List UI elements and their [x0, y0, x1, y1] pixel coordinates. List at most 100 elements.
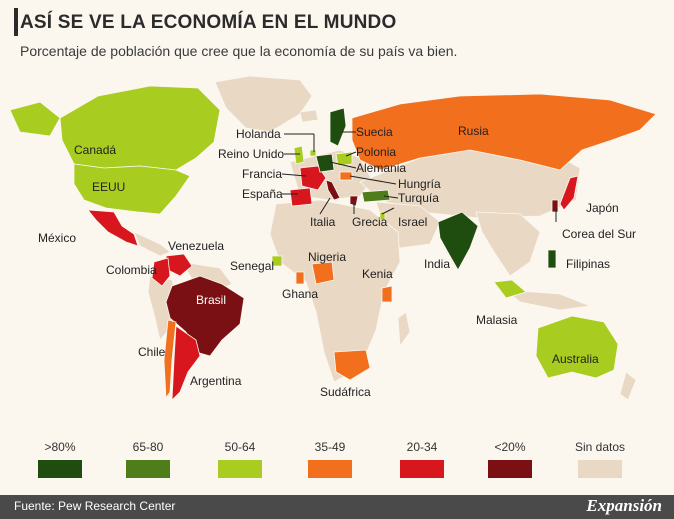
region-colombia[interactable] [151, 257, 171, 287]
legend-item-65-80: 65-80 [118, 440, 178, 478]
label-venezuela: Venezuela [168, 239, 224, 253]
region-eeuu[interactable] [73, 163, 191, 215]
region-espana[interactable] [289, 187, 313, 207]
leader-hungria [349, 175, 397, 185]
region-canada[interactable] [59, 85, 221, 171]
label-holanda: Holanda [236, 127, 281, 141]
region-israel[interactable] [379, 211, 386, 221]
region-rusia[interactable] [351, 93, 657, 171]
label-turquia: Turquía [398, 191, 439, 205]
label-reino-unido: Reino Unido [218, 147, 284, 161]
label-israel: Israel [398, 215, 427, 229]
legend-label-65-80: 65-80 [132, 440, 164, 454]
region-hungria[interactable] [339, 171, 353, 181]
label-corea-del-sur: Corea del Sur [562, 227, 636, 241]
region-nigeria[interactable] [311, 261, 335, 285]
country-regions [9, 85, 657, 402]
label-suecia: Suecia [356, 125, 393, 139]
label-canada: Canadá [74, 143, 116, 157]
label-brasil: Brasil [196, 293, 226, 307]
label-francia: Francia [242, 167, 282, 181]
world-map: Canadá EEUU México Venezuela Colombia Br… [9, 75, 657, 402]
indonesia-land [504, 289, 592, 311]
region-india[interactable] [437, 211, 479, 271]
legend-item-lt20: <20% [480, 440, 540, 478]
region-brasil[interactable] [165, 275, 245, 357]
footer-bar: Fuente: Pew Research Center Expansión [0, 495, 674, 519]
label-grecia: Grecia [352, 215, 388, 229]
label-japon: Japón [586, 201, 619, 215]
label-colombia: Colombia [106, 263, 157, 277]
region-turquia[interactable] [361, 189, 391, 203]
legend-swatch-65-80 [126, 460, 170, 478]
leader-alemania [329, 161, 357, 169]
legend-item-gt80: >80% [30, 440, 90, 478]
legend-item-sin-datos: Sin datos [570, 440, 630, 478]
region-corea-del-sur[interactable] [551, 199, 559, 213]
leader-turquia [383, 195, 399, 199]
region-alaska[interactable] [9, 101, 61, 137]
region-ghana[interactable] [295, 271, 305, 285]
label-rusia: Rusia [458, 124, 489, 138]
region-reino-unido[interactable] [293, 145, 305, 165]
legend-item-35-49: 35-49 [300, 440, 360, 478]
label-filipinas: Filipinas [566, 257, 610, 271]
legend-swatch-lt20 [488, 460, 532, 478]
legend-swatch-20-34 [400, 460, 444, 478]
madagascar-land [397, 311, 411, 348]
region-francia[interactable] [299, 165, 327, 191]
label-eeuu: EEUU [92, 180, 125, 194]
legend-swatch-sin-datos [578, 460, 622, 478]
label-hungria: Hungría [398, 177, 441, 191]
leader-israel [381, 207, 395, 215]
region-chile[interactable] [163, 319, 177, 400]
region-senegal[interactable] [271, 255, 283, 267]
source-note: Fuente: Pew Research Center [14, 499, 176, 513]
country-labels: Canadá EEUU México Venezuela Colombia Br… [38, 124, 636, 399]
label-australia: Australia [552, 352, 599, 366]
region-grecia[interactable] [349, 195, 359, 207]
page-subtitle: Porcentaje de población que cree que la … [20, 43, 458, 59]
leader-italia [319, 197, 331, 215]
region-mexico[interactable] [87, 209, 139, 247]
greenland-land [214, 75, 313, 133]
region-kenia[interactable] [381, 285, 393, 303]
region-filipinas[interactable] [547, 249, 557, 269]
legend-item-20-34: 20-34 [392, 440, 452, 478]
region-australia[interactable] [535, 315, 619, 379]
label-ghana: Ghana [282, 287, 318, 301]
label-senegal: Senegal [230, 259, 274, 273]
region-italia[interactable] [325, 179, 341, 201]
legend-label-gt80: >80% [44, 440, 76, 454]
region-malasia[interactable] [493, 279, 527, 299]
region-holanda[interactable] [309, 149, 317, 157]
region-alemania[interactable] [315, 153, 335, 173]
page-title: ASÍ SE VE LA ECONOMÍA EN EL MUNDO [20, 12, 397, 33]
legend-swatch-50-64 [218, 460, 262, 478]
leader-polonia [345, 151, 357, 157]
region-sudafrica[interactable] [333, 349, 371, 381]
label-italia: Italia [310, 215, 336, 229]
label-alemania: Alemania [356, 161, 406, 175]
legend-label-50-64: 50-64 [224, 440, 256, 454]
label-chile: Chile [138, 345, 166, 359]
iceland-land [299, 109, 319, 123]
title-accent-bar [14, 8, 18, 36]
legend-label-sin-datos: Sin datos [574, 440, 626, 454]
new-zealand-land [619, 371, 637, 401]
label-kenia: Kenia [362, 267, 393, 281]
caribbean-central-land [133, 231, 171, 257]
legend-item-50-64: 50-64 [210, 440, 270, 478]
label-nigeria: Nigeria [308, 250, 346, 264]
region-suecia[interactable] [329, 107, 347, 147]
leader-lines [281, 131, 557, 222]
label-argentina: Argentina [190, 374, 242, 388]
legend-label-lt20: <20% [494, 440, 526, 454]
southeast-asia-land [475, 211, 541, 277]
label-polonia: Polonia [356, 145, 396, 159]
legend-swatch-gt80 [38, 460, 82, 478]
region-argentina[interactable] [171, 325, 201, 402]
legend-swatch-35-49 [308, 460, 352, 478]
region-japon[interactable] [559, 175, 579, 211]
label-india: India [424, 257, 450, 271]
